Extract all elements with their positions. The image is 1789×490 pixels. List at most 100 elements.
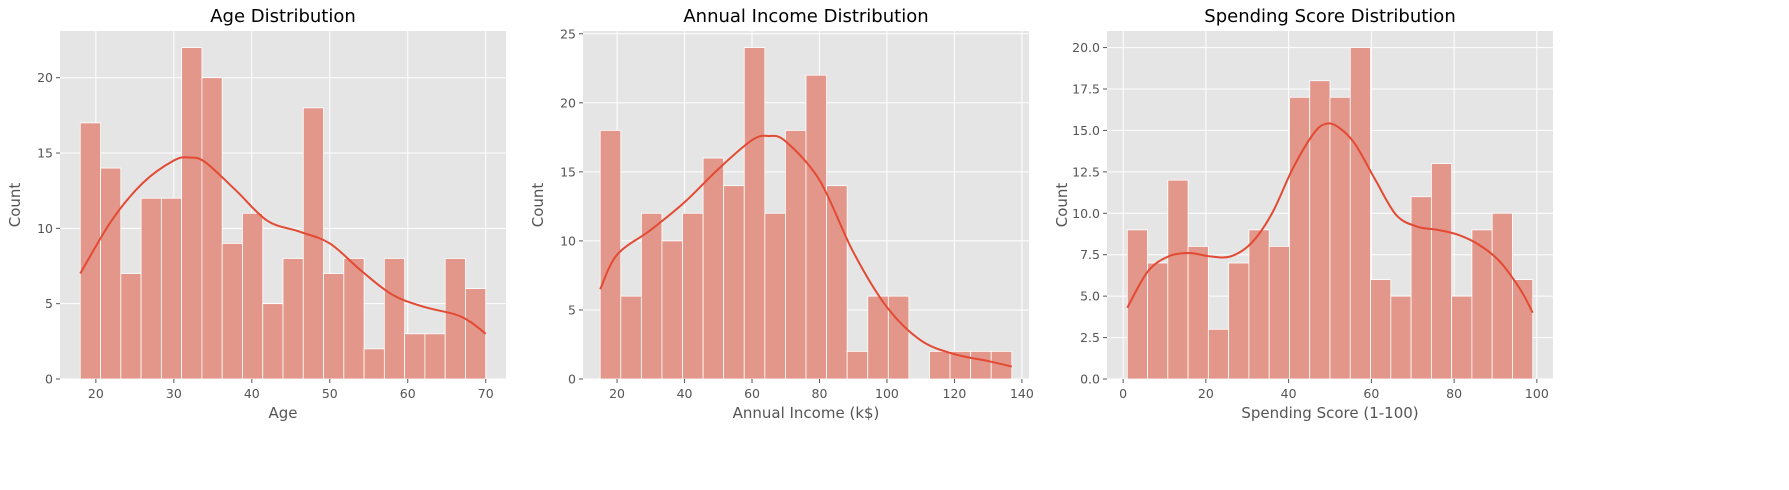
histogram-bar bbox=[1370, 279, 1392, 380]
x-tick-label: 40 bbox=[1281, 386, 1297, 401]
y-axis-label: Count bbox=[1053, 183, 1071, 228]
histogram-bar bbox=[363, 348, 385, 380]
histogram-bar bbox=[181, 47, 203, 380]
y-tick-label: 10 bbox=[37, 221, 53, 236]
histogram-bar bbox=[282, 258, 304, 380]
y-tick-label: 17.5 bbox=[1072, 82, 1100, 97]
spending-score-distribution-chart: 0 20 40 60 80 100 0.0 2.5 5.0 7.5 10.0 12.5 15.0 17.5… bbox=[1053, 6, 1553, 422]
histogram-bar bbox=[929, 350, 951, 380]
histogram-bar bbox=[1167, 179, 1189, 380]
histogram-bar bbox=[383, 258, 406, 380]
kde-line bbox=[599, 134, 1013, 368]
histogram-bar bbox=[262, 303, 284, 380]
x-axis-label: Age bbox=[268, 404, 297, 422]
histogram-bar bbox=[343, 258, 365, 380]
histogram-bar bbox=[221, 243, 243, 380]
histogram-bar bbox=[1430, 163, 1453, 380]
y-tick-label: 2.5 bbox=[1080, 330, 1100, 345]
age-distribution-chart: 20 30 40 50 60 70 0 5 10 15 20 Age Distribution Age C… bbox=[6, 6, 506, 422]
y-tick-label: 12.5 bbox=[1072, 164, 1100, 179]
histogram-bar bbox=[764, 212, 786, 380]
x-tick-label: 70 bbox=[478, 386, 494, 401]
x-tick-label: 30 bbox=[166, 386, 182, 401]
x-tick-label: 50 bbox=[322, 386, 338, 401]
y-axis-label: Count bbox=[529, 183, 547, 228]
histogram-bar bbox=[826, 185, 848, 380]
y-tick-label: 5 bbox=[45, 296, 53, 311]
histogram-bar bbox=[404, 333, 426, 380]
y-tick-label: 15.0 bbox=[1072, 123, 1100, 138]
x-tick-label: 20 bbox=[609, 386, 625, 401]
y-tick-label: 10 bbox=[560, 233, 576, 248]
histogram-bar bbox=[970, 350, 992, 380]
histogram-bar bbox=[444, 258, 466, 380]
histogram-bar bbox=[1147, 262, 1169, 380]
chart-title: Age Distribution bbox=[210, 6, 356, 27]
x-tick-label: 40 bbox=[244, 386, 260, 401]
histogram-bar bbox=[1349, 47, 1371, 380]
y-tick-label: 25 bbox=[560, 26, 576, 41]
x-tick-label: 0 bbox=[1119, 386, 1127, 401]
histogram-bar bbox=[1491, 212, 1513, 380]
histogram-bar bbox=[1329, 96, 1351, 380]
y-tick-label: 0.0 bbox=[1080, 372, 1100, 387]
histogram-bar bbox=[242, 212, 264, 380]
histogram-bar bbox=[1126, 229, 1148, 380]
histogram-bar bbox=[661, 240, 683, 380]
y-tick-label: 0 bbox=[45, 372, 53, 387]
histogram-bar bbox=[160, 197, 183, 380]
chart-title: Annual Income Distribution bbox=[683, 6, 928, 27]
histogram-bar bbox=[100, 167, 122, 380]
x-tick-label: 60 bbox=[400, 386, 416, 401]
x-tick-label: 80 bbox=[812, 386, 828, 401]
y-tick-label: 5.0 bbox=[1080, 289, 1100, 304]
histogram-bar bbox=[120, 273, 142, 380]
y-tick-label: 20 bbox=[37, 70, 53, 85]
x-tick-label: 20 bbox=[88, 386, 104, 401]
x-tick-label: 100 bbox=[1525, 386, 1549, 401]
y-tick-label: 20 bbox=[560, 95, 576, 110]
x-tick-label: 120 bbox=[943, 386, 967, 401]
histogram-bar bbox=[1187, 246, 1209, 380]
y-tick-label: 5 bbox=[568, 302, 576, 317]
histogram-bar bbox=[1390, 295, 1412, 380]
y-tick-label: 7.5 bbox=[1080, 247, 1100, 262]
y-tick-label: 10.0 bbox=[1072, 206, 1100, 221]
histogram-bar bbox=[805, 74, 827, 380]
histogram-bar bbox=[1248, 229, 1270, 380]
chart-title: Spending Score Distribution bbox=[1204, 6, 1455, 27]
x-tick-label: 80 bbox=[1446, 386, 1462, 401]
histogram-bar bbox=[640, 212, 663, 380]
histogram-bar bbox=[743, 47, 766, 380]
histogram-bar bbox=[1228, 262, 1250, 380]
histogram-bar bbox=[1268, 246, 1290, 380]
x-tick-label: 60 bbox=[1363, 386, 1379, 401]
histogram-bar bbox=[846, 350, 869, 380]
x-tick-label: 20 bbox=[1198, 386, 1214, 401]
histogram-bar bbox=[424, 333, 446, 380]
histogram-bar bbox=[702, 157, 725, 380]
histogram-bar bbox=[887, 295, 910, 380]
y-tick-label: 0 bbox=[568, 372, 576, 387]
y-tick-label: 20.0 bbox=[1072, 40, 1100, 55]
histogram-bar bbox=[323, 273, 345, 380]
histogram-bar bbox=[599, 130, 622, 380]
x-axis-label: Annual Income (k$) bbox=[733, 404, 880, 422]
kde-line bbox=[79, 156, 487, 335]
kde-line bbox=[1126, 122, 1534, 314]
x-tick-label: 40 bbox=[677, 386, 693, 401]
histogram-bar bbox=[1289, 96, 1311, 380]
histogram-bar bbox=[785, 130, 807, 380]
histogram-bar bbox=[465, 288, 487, 380]
y-axis-label: Count bbox=[6, 183, 24, 228]
x-tick-label: 60 bbox=[744, 386, 760, 401]
x-axis-label: Spending Score (1-100) bbox=[1241, 404, 1418, 422]
histogram-bar bbox=[723, 185, 745, 380]
histogram-bar bbox=[1410, 196, 1432, 380]
x-tick-label: 140 bbox=[1010, 386, 1034, 401]
histogram-bar bbox=[867, 295, 889, 380]
histogram-bar bbox=[682, 212, 704, 380]
histogram-bar bbox=[1207, 328, 1230, 380]
y-tick-label: 15 bbox=[560, 164, 576, 179]
